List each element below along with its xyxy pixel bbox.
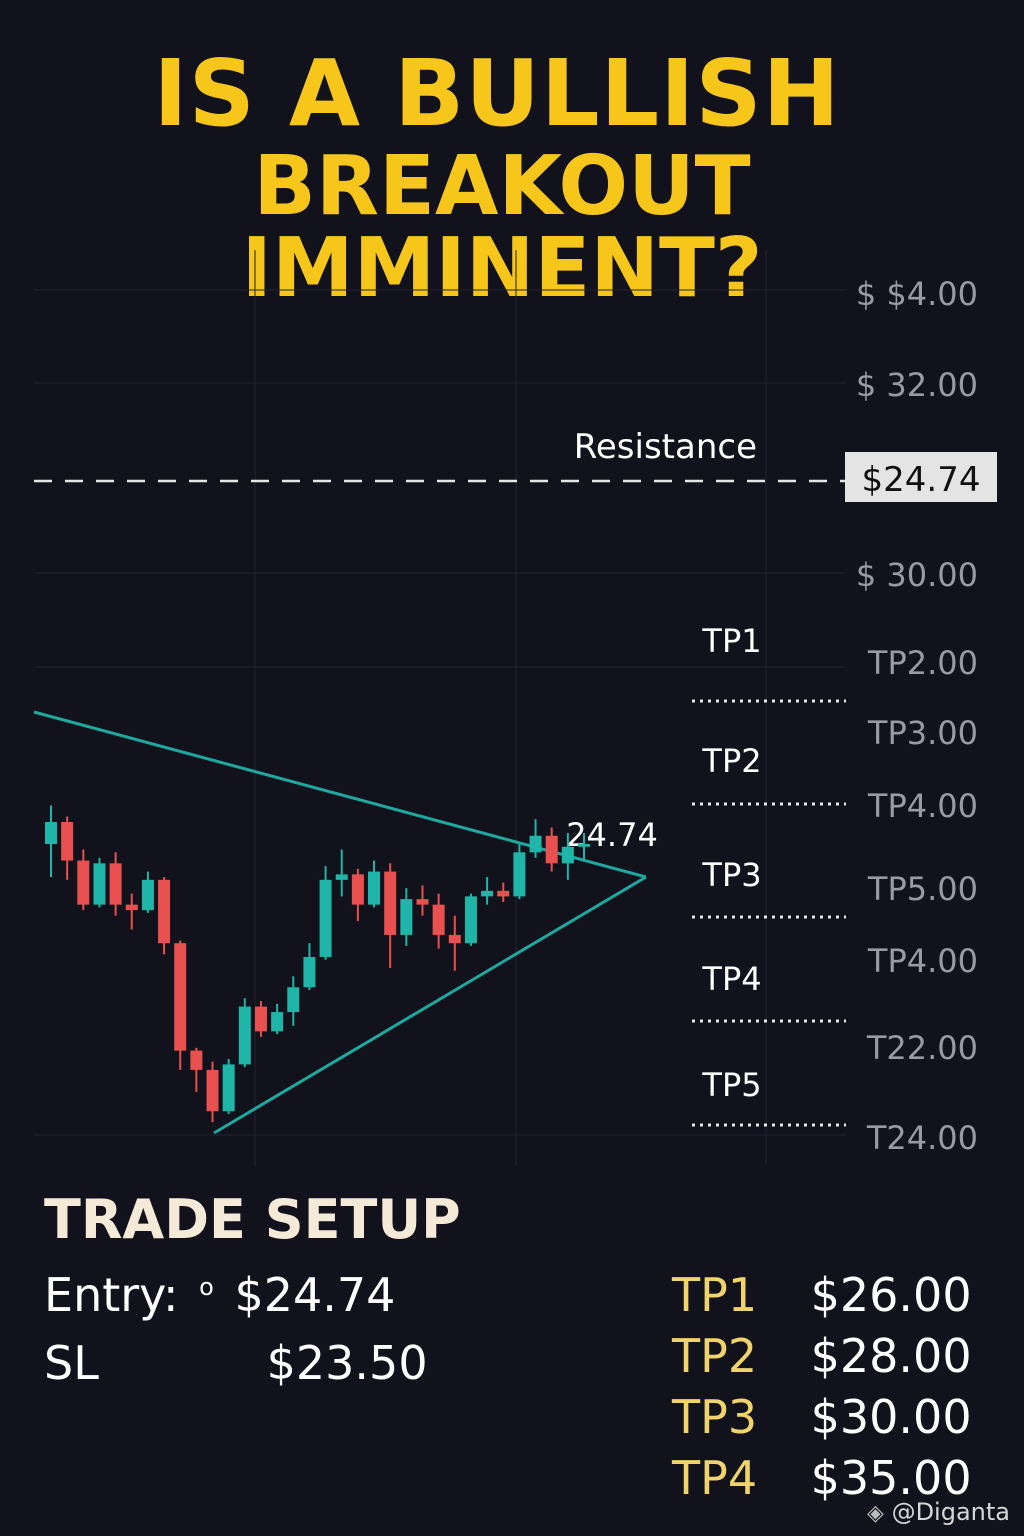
candle-body <box>77 860 90 905</box>
candle-body <box>497 890 510 897</box>
target-level-label: TP5 <box>701 1066 761 1104</box>
candle-body <box>109 863 122 905</box>
upper-trendline <box>33 710 647 879</box>
watermark-text: @Diganta <box>891 1498 1010 1526</box>
candle-body <box>222 1064 235 1112</box>
target-value: $26.00 <box>810 1268 972 1322</box>
resistance-level: Resistance <box>34 427 846 483</box>
binance-diamond-icon: ◈ <box>867 1501 884 1526</box>
headline-line-2: BREAKOUT IMMINENT? <box>241 139 763 316</box>
candle-body <box>481 890 494 897</box>
headline-line-1: IS A BULLISH <box>153 40 841 147</box>
stop-loss-value: $23.50 <box>266 1336 428 1390</box>
candle-body <box>125 904 138 911</box>
entry-value: $24.74 <box>234 1268 396 1322</box>
resistance-price-label: $24.74 <box>862 460 981 500</box>
candle-body <box>400 899 413 935</box>
target-label: TP1 <box>672 1268 758 1322</box>
candle-body <box>303 956 316 988</box>
stop-loss-row: SL $23.50 <box>44 1336 428 1390</box>
target-label: TP3 <box>672 1390 758 1444</box>
candle-body <box>545 835 558 864</box>
candle-body <box>416 899 429 905</box>
target-row: TP1 $26.00 <box>672 1268 972 1322</box>
candle-body <box>93 863 106 905</box>
candle-body <box>61 822 74 861</box>
apex-price-label: 24.74 <box>566 816 658 854</box>
target-level-label: TP4 <box>701 960 761 998</box>
entry-label: Entry: <box>44 1268 179 1322</box>
price-tick-label: $ 32.00 <box>856 366 978 404</box>
headline: IS A BULLISH BREAKOUT IMMINENT? <box>0 48 1024 310</box>
entry-mark: o <box>199 1272 214 1301</box>
candle-body <box>351 874 364 905</box>
price-tick-label: TP4.00 <box>867 787 978 825</box>
candle-body <box>464 896 477 944</box>
candle-body <box>319 879 332 957</box>
candle-body <box>561 846 574 864</box>
price-tick-label: TP2.00 <box>867 644 978 682</box>
price-tick-label: TP5.00 <box>867 870 978 908</box>
triangle-pattern: 24.74 <box>33 710 658 1135</box>
lower-trendline <box>213 875 647 1135</box>
candle-body <box>513 852 526 897</box>
target-value: $30.00 <box>810 1390 972 1444</box>
target-levels: TP1 TP2 TP3 TP4 TP5 <box>692 622 846 1127</box>
candle-body <box>141 879 154 911</box>
price-tick-label: $ 30.00 <box>856 556 978 594</box>
candle-body <box>368 871 381 905</box>
stop-loss-label: SL <box>44 1336 99 1390</box>
candle-body <box>529 835 542 853</box>
candle-body <box>578 844 590 847</box>
target-level-label: TP1 <box>701 622 761 660</box>
candle-body <box>174 943 187 1051</box>
candle-body <box>190 1050 203 1070</box>
target-row: TP4 $35.00 <box>672 1451 972 1505</box>
target-row: TP2 $28.00 <box>672 1329 972 1383</box>
target-value: $28.00 <box>810 1329 972 1383</box>
resistance-price-box <box>845 452 997 502</box>
trade-setup-title: TRADE SETUP <box>44 1188 461 1251</box>
candle-series <box>45 805 590 1123</box>
resistance-label: Resistance <box>574 427 757 467</box>
candle-body <box>271 1012 284 1032</box>
candle-body <box>335 874 348 880</box>
target-label: TP2 <box>672 1329 758 1383</box>
candle-body <box>45 822 57 845</box>
candle-body <box>384 871 397 935</box>
price-tick-label: T24.00 <box>866 1119 978 1157</box>
candle-body <box>432 904 445 935</box>
candle-body <box>206 1069 219 1112</box>
price-tick-label: TP3.00 <box>867 714 978 752</box>
candle-body <box>448 934 461 944</box>
entry-row: Entry: o $24.74 <box>44 1268 395 1322</box>
target-label: TP4 <box>672 1451 758 1505</box>
candle-body <box>238 1006 251 1065</box>
price-tick-label: $ $4.00 <box>856 275 978 313</box>
target-level-label: TP3 <box>701 856 761 894</box>
target-row: TP3 $30.00 <box>672 1390 972 1444</box>
price-tick-label: T22.00 <box>866 1029 978 1067</box>
price-axis: $ $4.00 $ 32.00 $24.74 $ 30.00 TP2.00 TP3.00 T… <box>845 275 997 1157</box>
target-value: $35.00 <box>810 1451 972 1505</box>
watermark: ◈ @Diganta <box>867 1498 1010 1526</box>
candle-body <box>158 879 171 944</box>
candle-body <box>254 1006 267 1032</box>
price-tick-label: TP4.00 <box>867 942 978 980</box>
target-level-label: TP2 <box>701 742 761 780</box>
chart-grid <box>34 250 846 1165</box>
candle-body <box>287 987 300 1013</box>
